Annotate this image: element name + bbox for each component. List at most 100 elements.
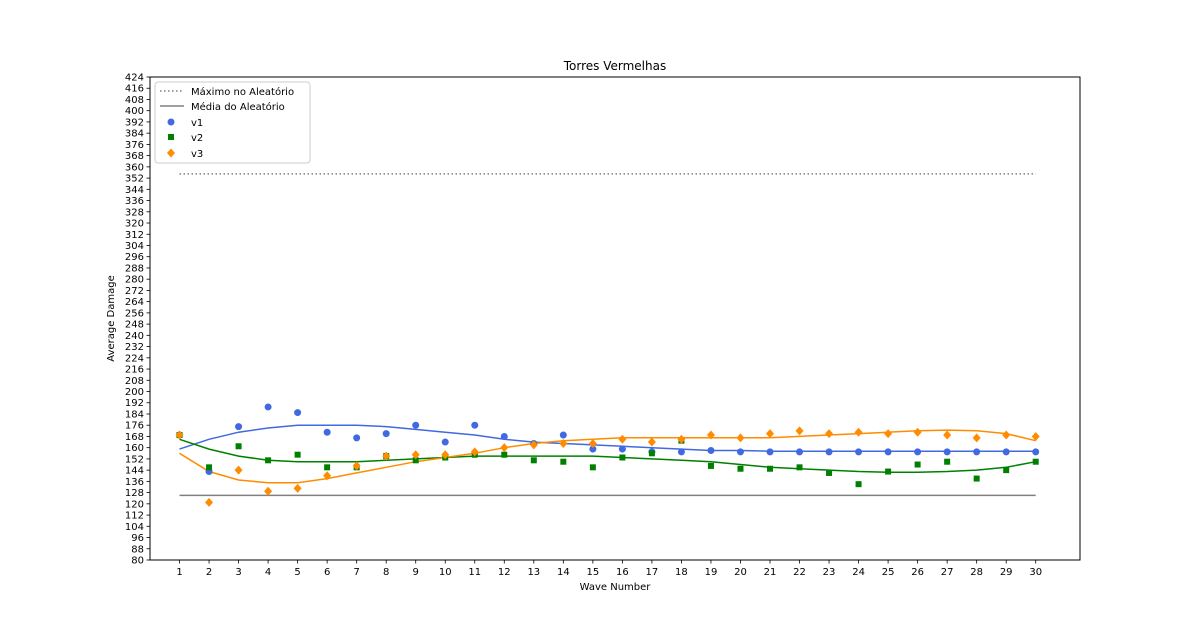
y-tick-label: 224 xyxy=(125,353,144,364)
data-point-v3 xyxy=(411,450,420,460)
x-tick-label: 23 xyxy=(823,567,836,578)
data-point-v1 xyxy=(559,431,567,439)
y-tick-label: 416 xyxy=(125,84,144,95)
data-point-v1 xyxy=(235,423,243,431)
y-tick-label: 392 xyxy=(125,117,144,128)
chart-title: Torres Vermelhas xyxy=(563,59,666,73)
data-point-v2 xyxy=(206,464,213,471)
x-tick-label: 27 xyxy=(941,567,954,578)
data-point-v1 xyxy=(471,421,479,429)
y-tick-label: 128 xyxy=(125,488,144,499)
data-point-v2 xyxy=(560,458,567,465)
x-tick-label: 17 xyxy=(646,567,659,578)
data-point-v3 xyxy=(293,483,302,493)
data-point-v1 xyxy=(943,448,951,456)
data-point-v1 xyxy=(677,448,685,456)
legend-label-v1: v1 xyxy=(191,118,203,129)
data-point-v1 xyxy=(914,448,922,456)
data-point-v1 xyxy=(796,448,804,456)
y-tick-label: 216 xyxy=(125,365,144,376)
plot-area xyxy=(175,173,1040,507)
data-point-v3 xyxy=(1031,431,1040,441)
data-point-v1 xyxy=(825,448,833,456)
x-tick-label: 24 xyxy=(852,567,865,578)
data-point-v3 xyxy=(825,429,834,439)
data-point-v1 xyxy=(353,434,361,442)
data-point-v2 xyxy=(530,457,537,464)
y-tick-label: 360 xyxy=(125,162,144,173)
y-tick-label: 168 xyxy=(125,432,144,443)
y-tick-label: 376 xyxy=(125,140,144,151)
x-tick-label: 21 xyxy=(764,567,777,578)
x-tick-label: 11 xyxy=(468,567,481,578)
y-tick-label: 288 xyxy=(125,263,144,274)
data-point-v2 xyxy=(619,454,626,461)
data-point-v3 xyxy=(647,437,656,447)
y-tick-label: 232 xyxy=(125,342,144,353)
x-tick-label: 29 xyxy=(1000,567,1013,578)
data-point-v1 xyxy=(973,448,981,456)
legend-marker-v1 xyxy=(167,118,175,126)
legend-label-max: Máximo no Aleatório xyxy=(191,86,294,98)
y-tick-label: 304 xyxy=(125,241,144,252)
y-tick-label: 312 xyxy=(125,230,144,241)
y-tick-label: 256 xyxy=(125,308,144,319)
data-point-v3 xyxy=(1002,430,1011,440)
data-point-v2 xyxy=(235,443,242,450)
data-point-v3 xyxy=(618,434,627,444)
x-axis: 1 2 3 4 5 6 7 8 9 10 11 12 13 14 15 16 17 18 19 20 21 22 23 24 2… xyxy=(176,560,1042,578)
data-point-v2 xyxy=(855,481,862,488)
data-point-v3 xyxy=(736,433,745,443)
x-tick-label: 2 xyxy=(206,567,212,578)
y-tick-label: 208 xyxy=(125,376,144,387)
x-tick-label: 10 xyxy=(439,567,452,578)
x-axis-label: Wave Number xyxy=(580,582,652,593)
x-tick-label: 16 xyxy=(616,567,629,578)
x-tick-label: 22 xyxy=(793,567,806,578)
data-point-v3 xyxy=(972,433,981,443)
y-tick-label: 272 xyxy=(125,286,144,297)
data-point-v1 xyxy=(766,448,774,456)
legend: Máximo no Aleatório Média do Aleatório v… xyxy=(154,81,311,164)
y-tick-label: 352 xyxy=(125,174,144,185)
data-point-v2 xyxy=(501,451,508,458)
trend-line-v1 xyxy=(179,424,1036,452)
data-point-v2 xyxy=(944,458,951,465)
data-point-v2 xyxy=(1003,467,1010,474)
x-tick-label: 3 xyxy=(235,567,241,578)
data-point-v3 xyxy=(559,438,568,448)
legend-label-v2: v2 xyxy=(191,133,203,144)
x-tick-label: 8 xyxy=(383,567,389,578)
y-tick-label: 328 xyxy=(125,207,144,218)
y-tick-label: 400 xyxy=(125,106,144,117)
y-axis: 8088961041121201281361441521601681761841… xyxy=(125,73,150,567)
data-point-v2 xyxy=(265,457,272,464)
x-tick-label: 30 xyxy=(1029,567,1042,578)
x-tick-label: 15 xyxy=(586,567,599,578)
x-tick-label: 7 xyxy=(353,567,359,578)
y-tick-label: 248 xyxy=(125,320,144,331)
x-tick-label: 26 xyxy=(911,567,924,578)
data-point-v2 xyxy=(767,465,773,472)
data-point-v1 xyxy=(382,430,390,438)
data-point-v2 xyxy=(324,464,331,471)
y-tick-label: 320 xyxy=(125,219,144,230)
y-tick-label: 280 xyxy=(125,275,144,286)
data-point-v2 xyxy=(589,464,596,471)
trend-line-v2 xyxy=(179,438,1036,473)
data-point-v3 xyxy=(854,427,863,437)
data-point-v3 xyxy=(205,497,214,507)
data-point-v2 xyxy=(885,468,892,475)
data-point-v1 xyxy=(264,403,272,411)
data-point-v3 xyxy=(677,434,686,444)
x-tick-label: 25 xyxy=(882,567,895,578)
data-point-v1 xyxy=(1032,448,1040,456)
data-point-v3 xyxy=(382,451,391,461)
legend-frame xyxy=(154,81,311,164)
legend-label-mean: Média do Aleatório xyxy=(191,101,285,113)
y-tick-label: 296 xyxy=(125,252,144,263)
data-point-v2 xyxy=(1032,458,1039,465)
x-tick-label: 4 xyxy=(265,567,271,578)
data-point-v2 xyxy=(826,469,833,476)
x-tick-label: 18 xyxy=(675,567,688,578)
